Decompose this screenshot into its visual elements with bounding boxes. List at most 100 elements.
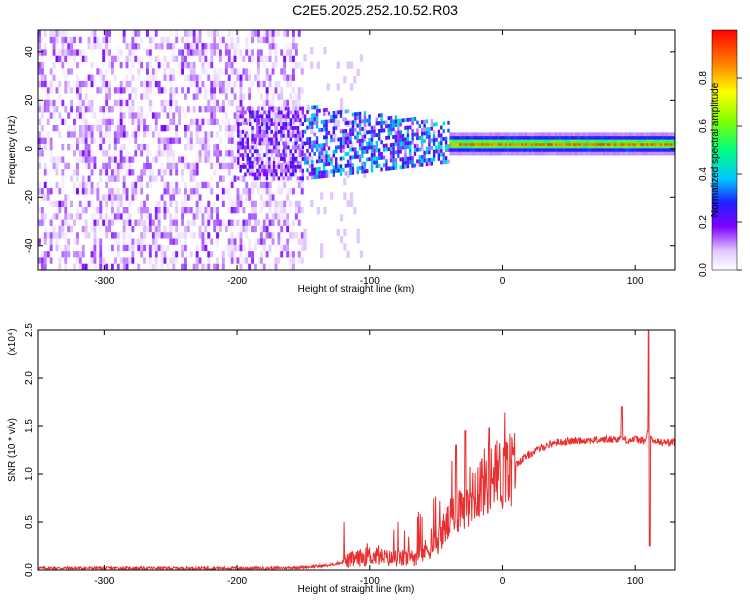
spectrogram-cell [596,139,599,144]
spectrogram-cell [473,144,476,149]
spectrogram-cell [638,151,641,156]
spectrogram-cell [55,156,59,163]
spectrogram-cell [70,225,73,233]
spectrogram-cell [128,219,132,226]
spectrogram-cell [258,153,261,158]
spectrogram-cell [294,164,297,169]
spectrogram-cell [349,132,352,137]
spectrogram-cell [38,156,41,163]
spectrogram-cell [351,170,355,175]
spectrogram-cell [277,141,281,146]
spectrogram-cell [332,138,335,142]
spectrogram-cell [444,156,448,160]
spectrogram-cell [52,43,56,50]
spectrogram-cell [268,263,272,270]
spectrogram-cell [128,238,132,245]
spectrogram-cell [425,158,429,163]
spectrogram-cell [323,135,326,140]
spectrogram-cell [558,132,562,136]
spectrogram-cell [99,244,103,252]
spectrogram-cell [224,80,228,88]
spectrogram-cell [624,136,627,140]
spectrogram-cell [67,62,71,69]
spectrogram-cell [467,139,470,144]
spectrogram-cell [576,148,580,152]
spectrogram-cell [503,132,506,136]
spectrogram-cell [275,164,278,169]
spectrogram-cell [546,148,550,152]
spectrogram-cell [90,200,94,207]
spectrogram-cell [465,136,468,140]
spectrogram-cell [216,131,219,138]
spectrogram-cell [519,142,522,146]
spectrogram-cell [548,148,552,152]
spectrogram-cell [189,188,193,195]
spectrogram-cell [119,169,123,176]
spectrogram-cell [241,129,245,134]
spectrogram-cell [351,112,355,117]
spectrogram-cell [263,126,266,130]
spectrogram-cell [259,143,263,151]
spectrogram-cell [125,188,129,195]
spectrogram-cell [342,140,345,145]
spectrogram-cell [320,174,324,179]
spectrogram-cell [154,125,158,132]
spectrogram-cell [151,68,155,75]
spectrogram-cell [336,83,340,91]
spectrogram-cell [646,142,649,146]
spectrogram-cell [154,74,158,81]
snr-y-tick-label: 1.0 [24,467,35,481]
spectrogram-cell [131,194,135,201]
spectrogram-cell [102,137,106,144]
spectrogram-cell [539,148,542,152]
spectrogram-cell [175,188,179,195]
spectrogram-cell [230,207,234,214]
spectrogram-cell [58,207,62,214]
spectrogram-cell [356,236,360,244]
spectrogram-cell [580,151,584,156]
spectrogram-cell [265,176,269,181]
spectrogram-cell [662,136,665,140]
spectrogram-cell [227,188,231,195]
spectrogram-cell [339,129,343,134]
spectrogram-cell [562,139,566,144]
spectrogram-cell [280,93,284,100]
spectrogram-cell [499,139,502,144]
spectrogram-cell [485,132,488,136]
spectrogram-cell [413,148,417,152]
spectrogram-cell [265,118,269,123]
spectrogram-cell [64,62,68,69]
spectrogram-cell [137,112,141,119]
spectrogram-cell [600,144,603,149]
spectrogram-cell [292,145,295,150]
spectrogram-cell [116,118,120,125]
spectrogram-cell [303,54,307,62]
spectrogram-cell [636,144,639,149]
spectrogram-cell [81,200,85,207]
spectrogram-cell [76,232,79,239]
spectrogram-cell [370,141,374,146]
spectrogram-cell [656,148,659,152]
spectrogram-cell [224,162,228,170]
spectrogram-cell [344,132,347,137]
spectrogram-cell [146,225,149,233]
spectrogram-cell [242,74,246,81]
spectrogram-cell [382,120,386,125]
spectrogram-cell [401,118,405,123]
spectrogram-cell [284,133,288,138]
spectrogram-cell [96,131,100,138]
spectrogram-cell [373,152,376,157]
spectrogram-cell [535,139,538,144]
spectrogram-cell [67,251,71,258]
spectrogram-cell [416,132,419,137]
spectrogram-cell [254,99,257,107]
spectrogram-cell [487,142,490,146]
snr-x-tick-label: -100 [360,576,380,587]
spectrogram-cell [361,119,364,124]
spectrogram-cell [163,36,167,44]
spectrogram-cell [233,238,237,245]
spectrogram-cell [556,132,560,136]
spectrogram-cell [515,132,518,136]
spectrogram-cell [612,144,615,149]
spectrogram-cell [248,80,252,88]
